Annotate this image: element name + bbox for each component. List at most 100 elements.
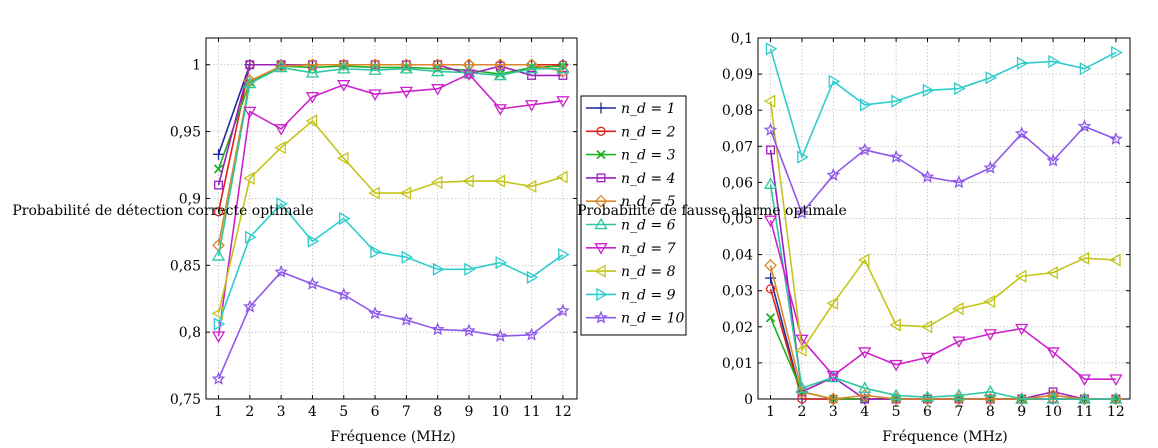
left-y-tick-label: 0,8	[179, 325, 201, 341]
right-x-tick-label: 4	[860, 404, 869, 420]
right-data-point-nd-10	[952, 175, 966, 189]
right-data-point-nd-6	[858, 381, 872, 393]
left-data-point-nd-9	[213, 317, 226, 331]
right-x-tick-label: 5	[892, 404, 901, 420]
legend-label: n_d = 3	[621, 148, 676, 164]
left-data-point-nd-5	[431, 58, 445, 72]
left-data-point-nd-8	[336, 151, 349, 165]
right-data-point-nd-5	[983, 392, 997, 406]
right-data-point-nd-7	[795, 334, 809, 347]
left-data-point-nd-10	[242, 299, 257, 313]
right-data-point-nd-9	[828, 74, 841, 88]
right-data-point-nd-9	[1016, 56, 1029, 70]
left-data-point-nd-6	[431, 64, 445, 77]
left-series-nd-9	[213, 197, 570, 331]
left-data-point-nd-9	[276, 197, 288, 211]
left-series-nd-10	[211, 264, 570, 385]
right-x-tick-label: 12	[1107, 404, 1125, 420]
left-data-point-nd-10	[211, 371, 226, 385]
left-x-tick-label: 7	[402, 404, 411, 420]
legend-marker	[594, 243, 608, 255]
right-y-tick-label: 0,08	[722, 103, 753, 119]
right-data-point-nd-7	[826, 370, 840, 383]
left-data-point-nd-6	[399, 61, 413, 74]
right-data-point-nd-8	[889, 318, 901, 332]
left-data-point-nd-6	[556, 61, 570, 74]
left-data-point-nd-7	[462, 69, 476, 81]
right-data-point-nd-6	[952, 388, 966, 401]
legend-label: n_d = 5	[621, 194, 676, 210]
right-data-point-nd-8	[1077, 251, 1090, 265]
legend-marker	[594, 217, 608, 230]
right-data-point-nd-5	[826, 392, 840, 406]
right-data-point-nd-9	[765, 42, 778, 56]
right-data-point-nd-5	[1046, 388, 1060, 402]
left-chart-detection: 1 2 3 4 5 6 7 8 9 10 11 120,750,80,850,90,951	[170, 37, 578, 420]
right-x-tick-label: 10	[1044, 404, 1062, 420]
right-y-tick-label: 0,04	[722, 248, 753, 264]
legend-entry-nd-4: n_d = 4	[586, 171, 676, 187]
right-data-point-nd-10	[857, 142, 872, 156]
left-data-point-nd-9	[558, 247, 570, 262]
left-data-point-nd-10	[493, 328, 508, 342]
right-x-tick-label: 9	[1017, 404, 1026, 420]
left-data-point-nd-8	[556, 170, 568, 184]
right-data-point-nd-8	[983, 294, 996, 309]
left-data-point-nd-8	[462, 174, 474, 188]
right-x-axis-label: Fréquence (MHz)	[882, 429, 1007, 445]
legend-entry-nd-1: n_d = 1	[586, 101, 676, 117]
left-series-line-nd-9	[217, 202, 564, 325]
left-data-point-nd-8	[243, 171, 255, 186]
right-x-tick-label: 7	[954, 404, 963, 420]
right-y-tick-label: 0,06	[722, 175, 753, 191]
left-data-point-nd-7	[399, 86, 413, 99]
left-y-tick-label: 0,75	[170, 392, 201, 408]
left-series-nd-6	[211, 60, 570, 261]
left-data-point-nd-8	[274, 141, 286, 155]
left-x-tick-label: 6	[371, 404, 380, 420]
left-data-point-nd-6	[368, 63, 382, 75]
left-data-point-nd-7	[524, 100, 539, 112]
right-data-point-nd-6	[889, 388, 903, 401]
right-data-point-nd-7	[763, 215, 778, 228]
left-data-point-nd-8	[368, 186, 380, 200]
right-data-point-nd-7	[1077, 374, 1092, 386]
left-data-point-nd-4	[558, 70, 568, 80]
right-series-nd-10	[763, 119, 1123, 219]
left-data-point-nd-7	[337, 80, 351, 92]
legend-entry-nd-2: n_d = 2	[586, 124, 676, 140]
right-data-point-nd-8	[795, 343, 807, 357]
right-data-point-nd-9	[985, 71, 998, 85]
left-data-point-nd-5	[399, 58, 413, 72]
left-data-point-nd-6	[337, 61, 351, 74]
left-data-point-nd-4	[214, 180, 223, 190]
right-data-point-nd-6	[795, 381, 809, 393]
left-data-point-nd-8	[524, 179, 537, 194]
left-data-point-nd-6	[243, 76, 257, 89]
left-data-point-nd-7	[368, 89, 382, 101]
left-x-tick-label: 1	[214, 404, 223, 420]
right-series-line-nd-7	[769, 220, 1116, 380]
right-data-point-nd-9	[797, 150, 809, 164]
left-x-tick-label: 11	[523, 404, 541, 420]
legend-marker	[596, 287, 608, 302]
right-data-point-nd-9	[891, 94, 903, 108]
right-x-tick-label: 1	[766, 404, 775, 420]
left-data-point-nd-9	[245, 230, 257, 244]
legend-marker	[595, 102, 607, 114]
right-data-point-nd-4	[766, 145, 776, 155]
legend-entry-nd-10: n_d = 10	[586, 310, 685, 327]
right-data-point-nd-10	[795, 205, 809, 219]
legend-marker	[596, 149, 606, 160]
left-series-line-nd-10	[217, 271, 564, 380]
legend-label: n_d = 1	[621, 101, 676, 117]
legend-label: n_d = 2	[621, 124, 676, 140]
left-data-point-nd-9	[401, 250, 414, 264]
left-series-nd-7	[211, 69, 570, 343]
right-data-point-nd-6	[763, 177, 778, 189]
left-y-axis-label: Probabilité de détection correcte optima…	[12, 203, 313, 219]
right-data-point-nd-6	[1046, 392, 1060, 404]
left-data-point-nd-5	[306, 58, 319, 72]
right-data-point-nd-8	[952, 302, 964, 316]
right-data-point-nd-5	[1109, 392, 1123, 406]
